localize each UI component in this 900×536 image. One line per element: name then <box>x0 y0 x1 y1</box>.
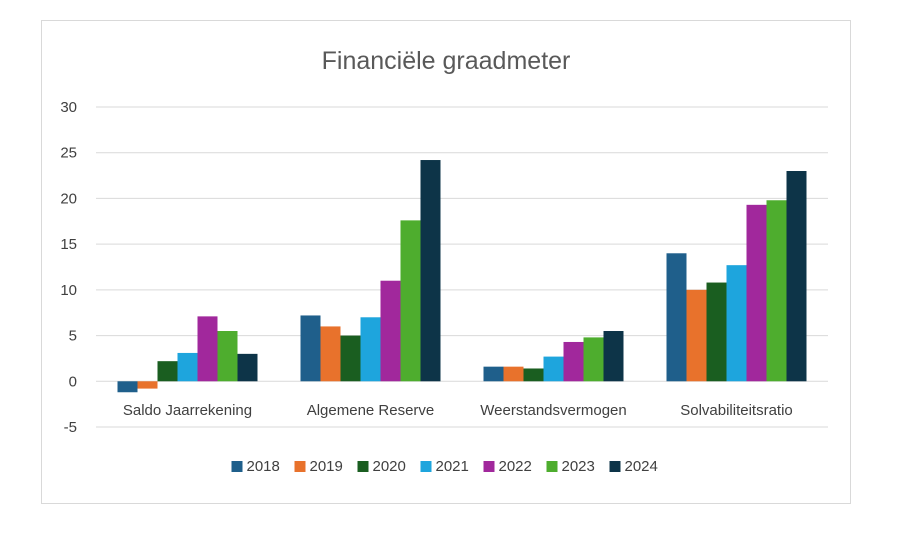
bar-2019-4 <box>686 289 707 382</box>
y-tick-label: 10 <box>60 282 77 299</box>
y-tick-label: 15 <box>60 236 77 253</box>
y-tick-label: -5 <box>64 419 77 436</box>
chart-title: Financiële graadmeter <box>322 47 571 75</box>
y-tick-label: 5 <box>69 328 77 345</box>
chart-svg: Financiële graadmeter 30 25 20 15 10 5 0 -5 Sald… <box>60 47 828 475</box>
bar-2023-4 <box>766 200 787 382</box>
bar-2024-2 <box>420 160 441 382</box>
legend-label: 2019 <box>310 458 343 475</box>
bar-2023-3 <box>583 337 604 382</box>
bar-2022-1 <box>197 316 218 382</box>
legend-swatch <box>357 461 369 472</box>
legend: 2018 2019 2020 2021 2022 2023 2024 <box>231 458 658 475</box>
bar-2018-4 <box>666 253 687 382</box>
chart-frame: Financiële graadmeter 30 25 20 15 10 5 0 -5 Sald… <box>41 20 851 504</box>
axis-layer: 30 25 20 15 10 5 0 -5 Saldo Jaarrekening Algemene… <box>60 99 792 436</box>
legend-item-2024: 2024 <box>609 458 658 475</box>
category-label: Weerstandsvermogen <box>480 402 626 419</box>
bar-2022-2 <box>380 280 401 382</box>
legend-swatch <box>609 461 621 472</box>
bar-2021-1 <box>177 352 198 382</box>
bar-2023-1 <box>217 331 238 382</box>
bar-2022-3 <box>563 341 584 382</box>
bar-2018-3 <box>483 366 504 382</box>
legend-item-2020: 2020 <box>357 458 406 475</box>
bar-layer <box>117 160 807 393</box>
bar-2023-2 <box>400 220 421 382</box>
legend-swatch <box>294 461 306 472</box>
category-label: Algemene Reserve <box>307 402 435 419</box>
legend-label: 2018 <box>247 458 280 475</box>
legend-label: 2023 <box>562 458 595 475</box>
bar-2020-2 <box>340 335 361 382</box>
bar-2021-4 <box>726 265 747 382</box>
legend-item-2019: 2019 <box>294 458 343 475</box>
legend-label: 2024 <box>625 458 658 475</box>
bar-2020-3 <box>523 368 544 382</box>
legend-swatch <box>483 461 495 472</box>
legend-label: 2022 <box>499 458 532 475</box>
bar-2018-1 <box>117 381 138 393</box>
y-tick-label: 0 <box>69 373 77 390</box>
legend-item-2023: 2023 <box>546 458 595 475</box>
bar-2020-4 <box>706 282 727 382</box>
legend-item-2021: 2021 <box>420 458 469 475</box>
legend-swatch <box>231 461 243 472</box>
bar-2024-3 <box>603 331 624 382</box>
legend-item-2022: 2022 <box>483 458 532 475</box>
category-label: Solvabiliteitsratio <box>680 402 793 419</box>
legend-swatch <box>546 461 558 472</box>
y-tick-label: 20 <box>60 190 77 207</box>
bar-2018-2 <box>300 315 321 382</box>
bar-2019-2 <box>320 326 341 382</box>
y-tick-label: 30 <box>60 99 77 116</box>
bar-2024-4 <box>786 171 807 382</box>
legend-item-2018: 2018 <box>231 458 280 475</box>
legend-label: 2020 <box>373 458 406 475</box>
legend-label: 2021 <box>436 458 469 475</box>
bar-2024-1 <box>237 353 258 382</box>
bar-2019-1 <box>137 381 158 389</box>
bar-2020-1 <box>157 361 178 382</box>
category-label: Saldo Jaarrekening <box>123 402 252 419</box>
y-tick-label: 25 <box>60 145 77 162</box>
legend-swatch <box>420 461 432 472</box>
bar-2019-3 <box>503 366 524 382</box>
bar-2021-3 <box>543 356 564 382</box>
bar-2021-2 <box>360 317 381 382</box>
bar-2022-4 <box>746 204 767 382</box>
